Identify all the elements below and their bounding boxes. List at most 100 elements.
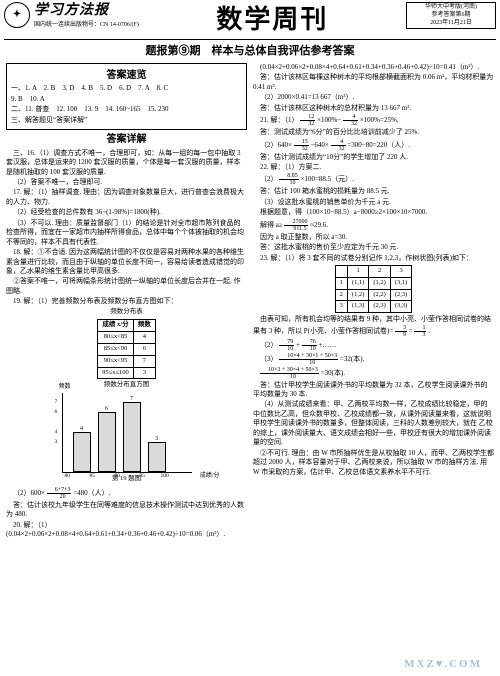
histogram: 频数 3 4 6 7 4 6 7 3 80 85 90 95 100 成绩/分 [62, 393, 192, 473]
td: 85≤x<90 [98, 343, 134, 355]
fraction: 6+7+320 [47, 487, 72, 500]
body-text: ②答案不唯一，可将两幅条形统计图统一纵轴的单位长度后合并在一起. 作图略. [6, 277, 247, 296]
text: =480（人）. [73, 489, 110, 497]
body-text: 三、16.（1）调查方式不唯一，合理即可，如：从每一组的每一包中抽取 3 套汉服… [6, 149, 247, 177]
text: ×100%=25%. [360, 116, 399, 124]
text: +…… [318, 341, 336, 349]
fraction: 432 [331, 139, 346, 152]
td: (2,2) [369, 289, 390, 301]
fraction: 7610 [302, 339, 317, 352]
body-text: 答：估计该林区每棵这种树木的平均根部横截面积为 0.06 m²，平均材积量为 0… [253, 73, 494, 92]
fraction: 1532 [294, 139, 309, 152]
ytick: 4 [55, 429, 58, 436]
left-column: 答案速览 一、1. A 2. B 3. D 4. B 5. D 6. D 7. … [6, 63, 247, 541]
journal-title: 数学周刊 [143, 2, 402, 37]
text: . [428, 327, 430, 335]
y-axis-label: 频数 [59, 383, 71, 391]
body-text: （2）答案不唯一，合理即可. [6, 178, 247, 187]
td: 90≤x<95 [98, 355, 134, 367]
td: (1,2) [347, 289, 368, 301]
body-text: 22. 解：（1）方案二. [253, 163, 494, 172]
edition-line: 华师大中考版(河南) [410, 4, 492, 12]
body-text: 答：这批水蜜桃的售价至少应定为千元 30 元. [253, 243, 494, 252]
body-text: （2）经受检查的总件数有 36÷(1-98%)=1800(种). [6, 208, 247, 217]
th: 1 [335, 277, 347, 289]
right-column: (0.04×2+0.06×2+0.08×4+0.64+0.61+0.34+0.3… [253, 63, 494, 541]
body-text: （2）640× 1532 −640× 432 =300−80=220（人）. [253, 139, 494, 152]
th: 2 [369, 266, 390, 278]
body-text: 20. 解：（1）(0.04×2+0.06×2+0.08×4+0.64+0.61… [6, 521, 247, 540]
histogram-bar: 7 [123, 402, 141, 472]
quick-line: 9. B 10. A [11, 95, 242, 104]
body-text: (0.04×2+0.06×2+0.08×4+0.64+0.61+0.34+0.3… [253, 63, 494, 72]
td: 80≤x<85 [98, 332, 134, 344]
body-text: 答：估计该林区这种树木的总材积量为 13 667 m³. [253, 104, 494, 113]
body-text: 23. 解：（1）将 3 套不同的试卷分别记作 1,2,3，作树状图(列表)如下… [253, 254, 494, 263]
newspaper-title: 学习方法报 [34, 2, 139, 21]
text: （2） [260, 341, 278, 349]
fraction: 13 [414, 325, 426, 338]
text: （2）640× [260, 141, 292, 149]
content-columns: 答案速览 一、1. A 2. B 3. D 4. B 5. D 6. D 7. … [0, 63, 500, 541]
ytick: 6 [55, 409, 58, 416]
td: 95≤x≤100 [98, 367, 134, 379]
publisher-logo: ✦ [4, 2, 30, 28]
text: = [409, 327, 413, 335]
td: (3,1) [390, 277, 411, 289]
text: =30(本). [321, 369, 345, 377]
rule [4, 39, 496, 40]
ytick: 7 [55, 399, 58, 406]
text: 解得 a≥ [260, 221, 283, 229]
text: ≈29.6. [310, 221, 328, 229]
xtick: 80 [65, 473, 71, 480]
body-text: （3）设这批水蜜桃的销售单价为千元 a 元. [253, 198, 494, 207]
body-text: 根据题意，得（100×10−88.5）a−8000≥2×100×10×7000. [253, 208, 494, 217]
fraction: 39 [395, 325, 407, 338]
table-caption: 频数分布表 [6, 308, 247, 317]
quick-title: 答案速览 [11, 69, 242, 83]
fraction: 10×4 + 30×1 + 50×310 [279, 353, 338, 366]
th: 成绩 x/分 [98, 320, 134, 332]
body-text: 19. 解：（1）完善频数分布表及频数分布直方图如下： [6, 297, 247, 306]
body-text: （3）不可以. 理由：质量监督部门（1）的结论是针对全市超市陈列食品的检查所得，… [6, 219, 247, 247]
td: 3 [133, 367, 155, 379]
body-text: 答：测试成绩为“6分”的百分比比培训前减少了 25%. [253, 128, 494, 137]
edition-line: 参考答案第6期 [410, 12, 492, 20]
xtick: 95 [140, 473, 146, 480]
td: (1,1) [347, 277, 368, 289]
text: （2） [260, 176, 278, 184]
text: ×100%− [317, 116, 341, 124]
fraction: 1232 [300, 114, 315, 127]
text: 由表可知，所有机会均等的结果有 9 种，其中小亮、小莹作答相同试卷的结果有 3 … [253, 315, 491, 335]
fraction: 10×3 + 30×4 + 50×310 [260, 367, 319, 380]
text: （2）600× [13, 489, 45, 497]
xtick: 85 [90, 473, 96, 480]
th: 3 [335, 301, 347, 313]
text: ×100=88.5（元）. [301, 176, 354, 184]
td: 7 [133, 355, 155, 367]
fraction: 432 [343, 114, 358, 127]
text: −640× [310, 141, 328, 149]
body-text: 解得 a≥ 27000911.5 ≈29.6. [253, 219, 494, 232]
fraction: 8.8510 [279, 173, 299, 186]
body-text: 答：估计甲校学生阅读课外书的平均数量为 32 本，乙校学生阅读课外书的平均数量为… [253, 381, 494, 400]
body-text: ②不可行. 理由：由 W 市所抽样优生是从校抽取 10 人，而甲、乙两校学生都超… [253, 449, 494, 477]
text: + [296, 341, 300, 349]
edition-box: 华师大中考版(河南) 参考答案第6期 2023年11月21日 [406, 2, 496, 29]
hist-caption: 频数分布直方图 [6, 381, 247, 390]
th: 3 [390, 266, 411, 278]
fraction: 27000911.5 [284, 219, 308, 232]
body-text: 10×3 + 30×4 + 50×310 =30(本). [253, 367, 494, 380]
th: 1 [347, 266, 368, 278]
td: (1,3) [347, 301, 368, 313]
body-text: 17. 解：（1）抽样调查. 理由：因为调查对象数量巨大，进行普查会浪费极大的人… [6, 188, 247, 207]
td: 6 [133, 343, 155, 355]
td: (1,2) [369, 277, 390, 289]
x-axis-label: 成绩/分 [200, 472, 220, 480]
issue-header: 题报第⑨期 样本与总体自我评估参考答案 [0, 42, 500, 63]
issn-line: 国内统一连续出版物号：CN 14-0706/(F) [34, 21, 139, 29]
title-block: 学习方法报 国内统一连续出版物号：CN 14-0706/(F) [34, 2, 139, 29]
body-text: （4）从测试成绩来看：甲、乙两校平均数一样，乙校成绩比较稳定，甲的中位数比乙高，… [253, 400, 494, 447]
quick-line: 三、解答题见“答案详解” [11, 116, 242, 125]
ytick: 3 [55, 439, 58, 446]
